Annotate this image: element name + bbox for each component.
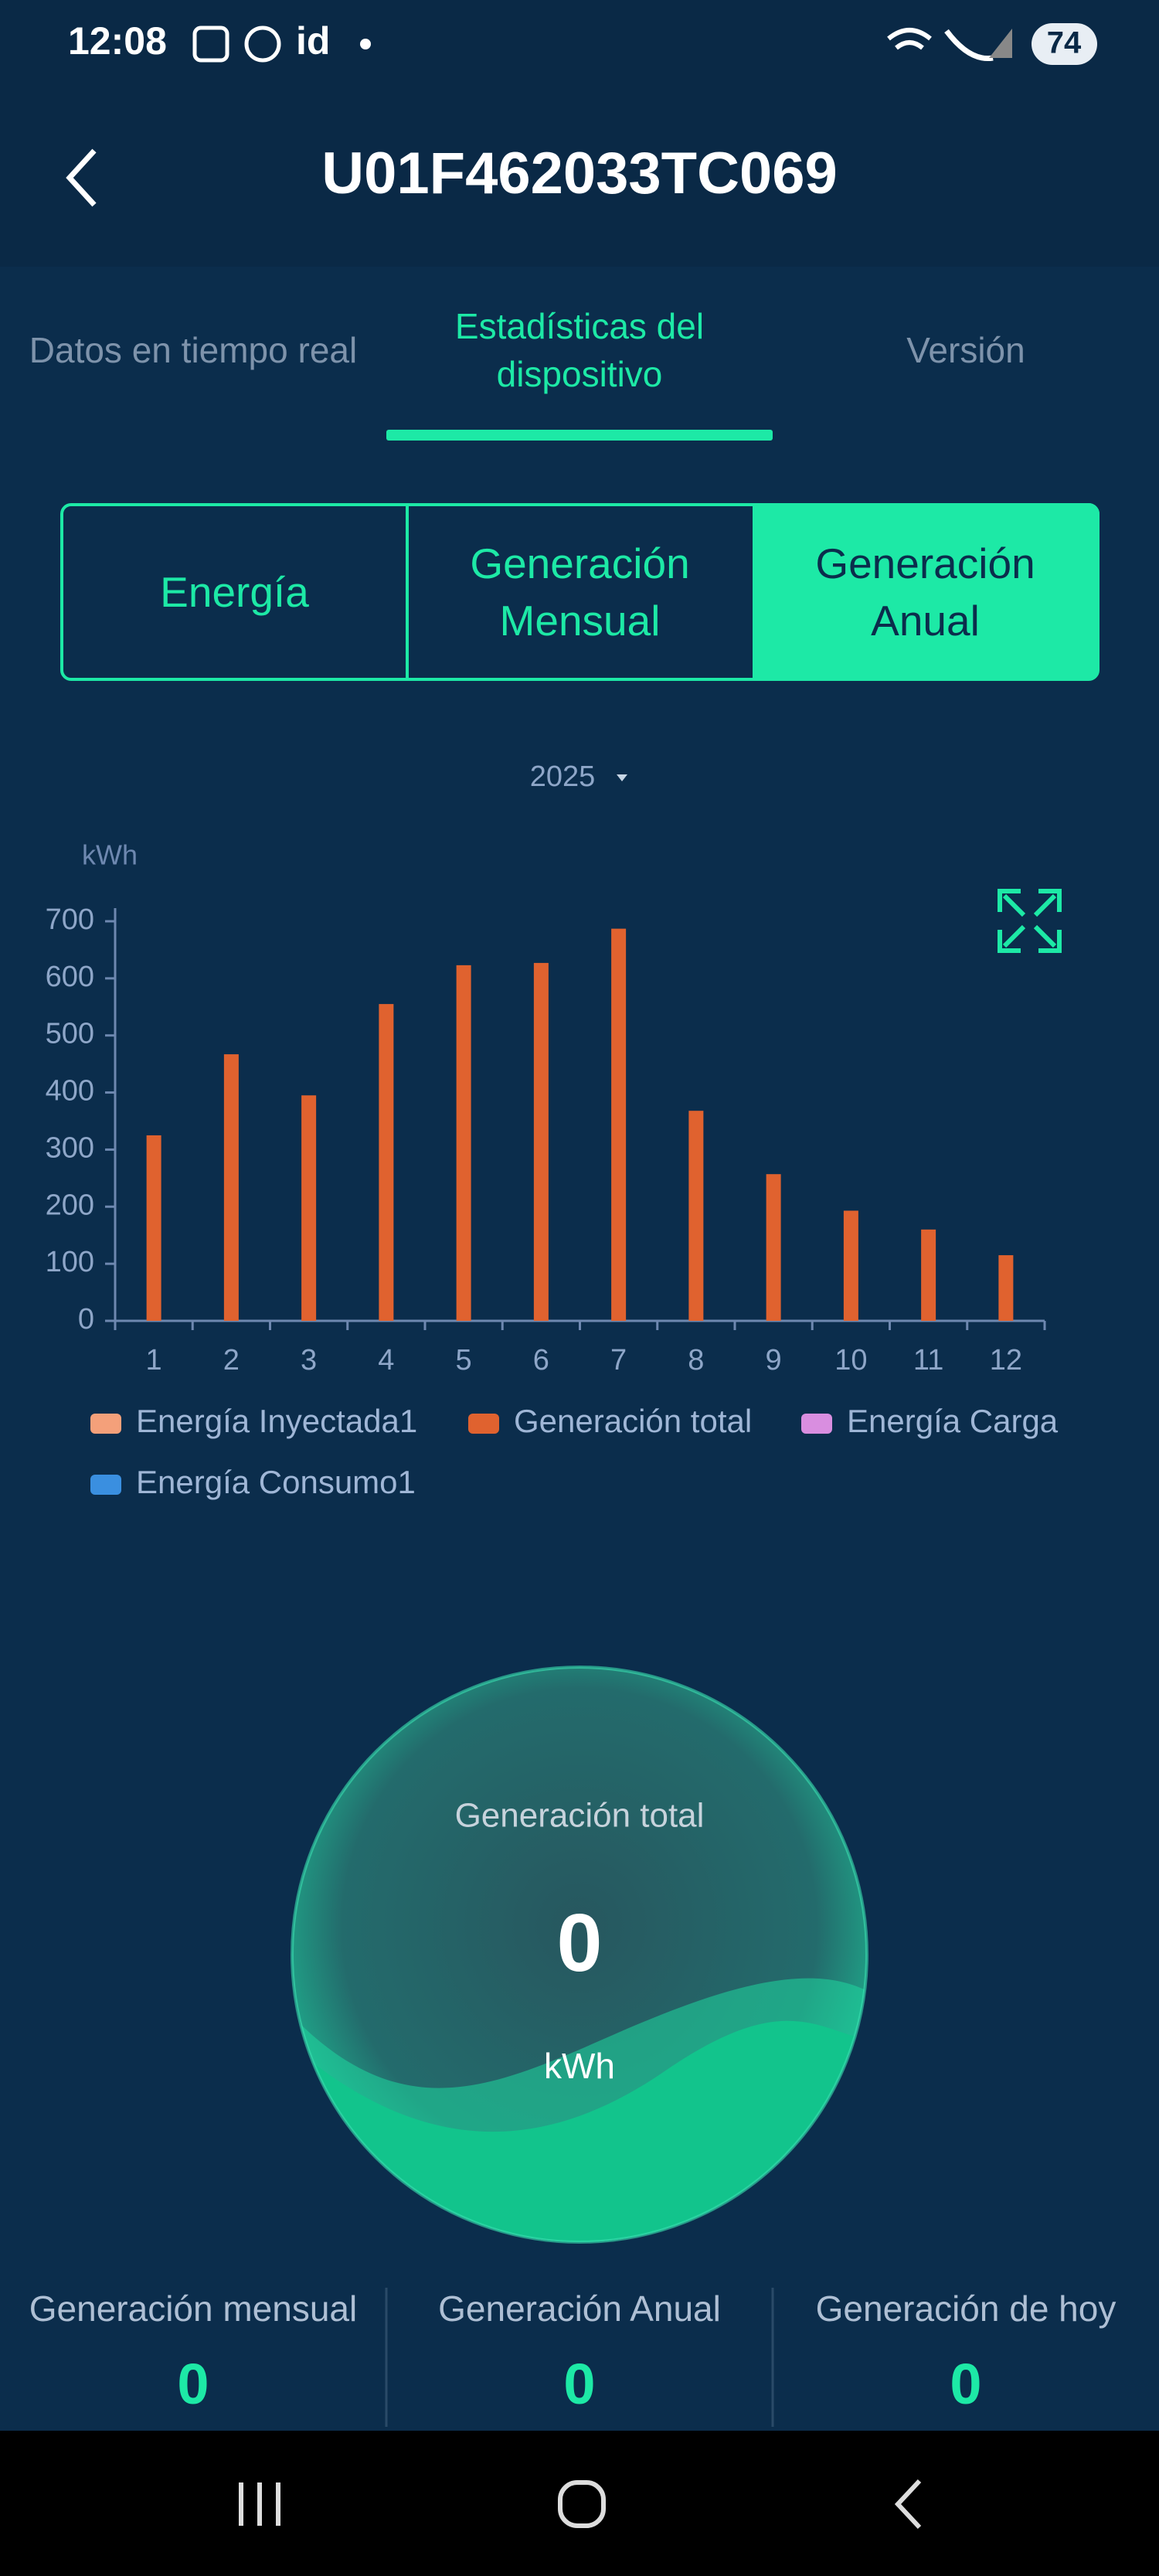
y-tick-label: 500	[46, 1018, 94, 1050]
nav-back[interactable]	[894, 2479, 922, 2530]
y-tick-label: 0	[78, 1303, 94, 1336]
bar	[843, 1210, 858, 1321]
nav-home[interactable]	[558, 2480, 606, 2528]
wifi-icon	[887, 28, 932, 50]
status-icon	[192, 26, 229, 63]
gauge-wave	[292, 2020, 867, 2242]
x-tick-label: 12	[990, 1344, 1022, 1376]
bar	[921, 1229, 936, 1321]
x-tick-label: 4	[378, 1344, 394, 1376]
x-tick-label: 3	[301, 1344, 317, 1376]
battery	[1032, 23, 1097, 65]
header-bg	[0, 0, 1159, 267]
gauge-rim	[291, 1666, 868, 2244]
segment-active[interactable]	[753, 503, 1100, 679]
bar	[998, 1255, 1014, 1321]
stat: Generación de hoy 0	[773, 2288, 1159, 2417]
legend-label: Energía Consumo1	[136, 1464, 416, 1500]
status-dot	[360, 39, 371, 49]
signal-icon	[989, 29, 1012, 58]
y-tick-label: 400	[46, 1075, 94, 1108]
x-tick-label: 1	[146, 1344, 162, 1376]
segment-active-label[interactable]: Generación Anual	[815, 539, 1035, 645]
gauge-unit: kWh	[544, 2046, 615, 2086]
bar	[223, 1054, 239, 1321]
x-tick-label: 10	[834, 1344, 867, 1376]
y-tick-label: 100	[46, 1246, 94, 1278]
x-tick-label: 7	[610, 1344, 627, 1376]
x-tick-label: 6	[533, 1344, 549, 1376]
tab[interactable]: Datos en tiempo real	[29, 330, 358, 370]
battery-level: 74	[1047, 26, 1082, 60]
stat-label: Generación de hoy	[815, 2288, 1117, 2329]
bar	[611, 928, 627, 1321]
stat-value: 0	[177, 2352, 209, 2416]
legend-swatch	[90, 1414, 121, 1434]
legend-swatch	[90, 1475, 121, 1495]
x-tick-label: 8	[688, 1344, 704, 1376]
x-tick-label: 11	[913, 1344, 943, 1376]
tab[interactable]: Versión	[906, 330, 1025, 370]
legend-label: Generación total	[514, 1403, 752, 1439]
stat: Generación mensual 0	[0, 2288, 386, 2417]
stat-value: 0	[563, 2352, 596, 2416]
y-tick-label: 300	[46, 1131, 94, 1164]
x-tick-label: 5	[456, 1344, 472, 1376]
segment[interactable]: Energía	[160, 568, 309, 616]
stat-label: Generación Anual	[438, 2288, 721, 2329]
bar	[688, 1111, 704, 1321]
x-tick-label: 2	[223, 1344, 240, 1376]
gauge-title: Generación total	[455, 1797, 705, 1835]
bar	[533, 962, 549, 1321]
y-tick-label: 200	[46, 1189, 94, 1221]
segment[interactable]: Generación Mensual	[470, 539, 690, 645]
legend-label: Energía Carga	[847, 1403, 1059, 1439]
dropdown-arrow	[617, 774, 627, 781]
header-title: U01F462033TC069	[321, 141, 838, 206]
unit-label: kWh	[82, 839, 138, 871]
status-time: 12:08	[68, 19, 167, 63]
x-tick-label: 9	[766, 1344, 782, 1376]
bar	[456, 965, 471, 1321]
bar	[379, 1004, 394, 1321]
bar	[766, 1174, 781, 1321]
tab-active[interactable]: Estadísticas del dispositivo	[454, 306, 705, 394]
call-icon	[944, 29, 994, 62]
gauge-value: 0	[557, 1897, 603, 1989]
y-tick-label: 600	[46, 961, 94, 993]
stat: Generación Anual 0	[386, 2288, 773, 2417]
y-tick-label: 700	[46, 903, 94, 936]
status-carrier: id	[296, 19, 330, 63]
stat-label: Generación mensual	[29, 2288, 358, 2329]
status-icon	[244, 26, 281, 63]
legend-label: Energía Inyectada1	[136, 1403, 417, 1439]
nav-bar	[0, 2431, 1159, 2576]
legend-swatch	[801, 1414, 832, 1434]
bar	[301, 1095, 317, 1321]
bar	[146, 1135, 161, 1321]
legend-swatch	[468, 1414, 499, 1434]
year-selector[interactable]: 2025	[530, 761, 596, 793]
nav-recents[interactable]	[239, 2482, 280, 2526]
tab-indicator	[386, 430, 773, 441]
expand-icon[interactable]	[998, 889, 1062, 953]
back-button[interactable]	[66, 148, 97, 207]
stat-value: 0	[950, 2352, 982, 2416]
